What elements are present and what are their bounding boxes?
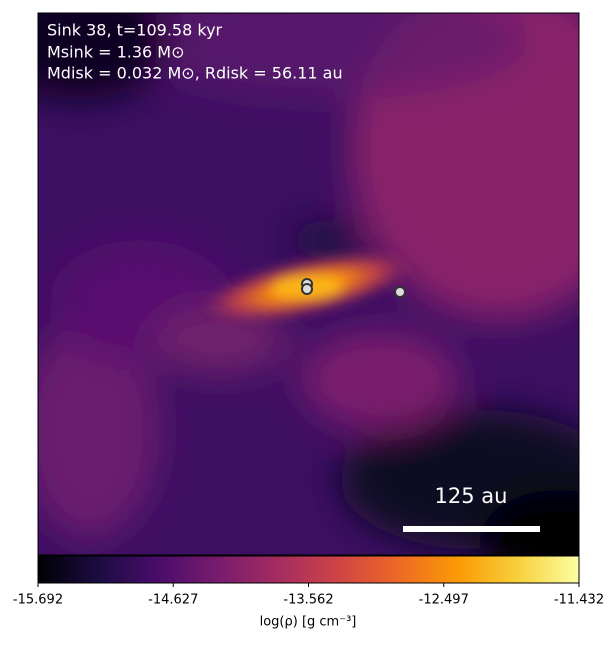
annotation: Mdisk = 0.032 M⊙, Rdisk = 56.11 au bbox=[47, 64, 343, 83]
x-tick-label: -11.432 bbox=[554, 593, 604, 608]
x-tick-label: -14.627 bbox=[148, 593, 198, 608]
annotation: Sink 38, t=109.58 kyr bbox=[47, 21, 223, 40]
x-tick-label: -12.497 bbox=[419, 593, 469, 608]
scale-bar-label: 125 au bbox=[435, 484, 508, 508]
x-tick-label: -13.562 bbox=[283, 593, 333, 608]
density-image bbox=[38, 13, 579, 555]
colorbar-label: log(ρ) [g cm⁻³] bbox=[260, 615, 357, 630]
colorbar bbox=[37, 555, 580, 584]
annotation: Msink = 1.36 M⊙ bbox=[47, 43, 185, 62]
x-tick-label: -15.692 bbox=[13, 593, 63, 608]
